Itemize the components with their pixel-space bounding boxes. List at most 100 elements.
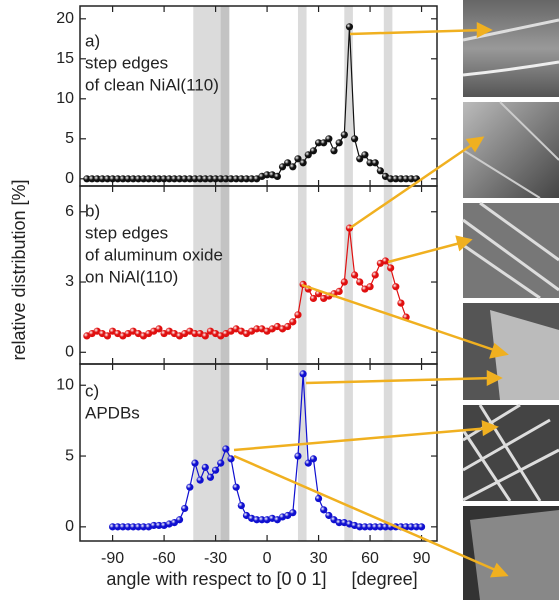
- data-point: [129, 523, 137, 531]
- panel-annotation: of clean NiAl(110): [85, 75, 219, 94]
- data-point: [124, 523, 132, 531]
- x-tick-label: -90: [101, 550, 124, 567]
- micrograph-feature: [470, 510, 559, 600]
- data-point: [191, 175, 199, 183]
- arrow: [233, 454, 501, 574]
- data-point: [392, 175, 400, 183]
- data-point: [366, 283, 374, 291]
- panel-annotation: of aluminum oxide: [85, 245, 223, 264]
- panel-annotation: step edges: [85, 53, 168, 72]
- data-point: [278, 163, 287, 171]
- data-point: [109, 523, 117, 531]
- shaded-range: [193, 6, 230, 186]
- data-point: [191, 459, 199, 467]
- data-point: [196, 175, 204, 183]
- data-point: [314, 494, 323, 503]
- data-point: [150, 175, 158, 183]
- arrowhead: [489, 342, 509, 359]
- x-tick-label: 30: [310, 550, 328, 567]
- data-point: [145, 175, 153, 183]
- data-point: [407, 523, 415, 531]
- panel-annotation: a): [85, 31, 100, 50]
- data-point: [119, 175, 127, 183]
- data-point: [129, 175, 137, 183]
- micrograph: [463, 102, 559, 198]
- arrow: [301, 283, 501, 354]
- data-point: [294, 311, 302, 319]
- data-point: [98, 175, 106, 183]
- data-point: [397, 175, 405, 183]
- data-point: [361, 523, 369, 531]
- panel: 0 3 6 b) step edges of aluminum oxide on NiAl(…: [65, 185, 438, 365]
- shaded-range: [193, 364, 230, 541]
- data-point: [201, 332, 209, 340]
- data-point: [237, 175, 245, 183]
- x-tick-label: 90: [413, 550, 431, 567]
- y-tick-label: 5: [65, 130, 74, 147]
- arrows: [233, 21, 509, 578]
- shaded-range: [297, 364, 307, 541]
- data-point: [340, 131, 348, 139]
- data-point: [248, 175, 256, 183]
- data-point: [217, 175, 225, 183]
- data-point: [351, 135, 359, 143]
- data-point: [186, 483, 194, 491]
- arrow: [305, 376, 495, 385]
- data-point: [345, 23, 354, 31]
- shaded-range: [297, 186, 307, 364]
- data-point: [201, 463, 209, 471]
- data-point: [381, 257, 390, 265]
- data-point: [304, 151, 312, 159]
- data-point: [402, 175, 410, 183]
- data-point: [289, 509, 297, 517]
- data-point: [88, 175, 96, 183]
- shaded-range: [383, 6, 393, 186]
- data-point: [299, 370, 307, 378]
- micrograph-feature: [462, 201, 559, 300]
- data-point: [83, 175, 91, 183]
- data-point: [206, 175, 215, 183]
- shaded-range: [220, 186, 230, 364]
- y-tick-label: 0: [65, 518, 74, 535]
- data-point: [93, 175, 101, 183]
- data-point: [165, 175, 173, 183]
- data-point: [407, 175, 415, 183]
- series-line: [112, 373, 422, 528]
- x-tick-label: 60: [361, 550, 379, 567]
- data-point: [309, 147, 318, 155]
- micrograph-feature: [490, 310, 559, 400]
- data-point: [320, 139, 328, 147]
- shaded-range: [220, 6, 230, 186]
- data-point: [160, 175, 168, 183]
- micrograph-feature: [462, 60, 559, 77]
- data-point: [356, 155, 364, 163]
- y-tick-label: 10: [56, 376, 74, 393]
- data-point: [402, 523, 410, 531]
- y-tick-label: 10: [56, 90, 74, 107]
- data-point: [103, 332, 112, 340]
- data-point: [139, 523, 148, 531]
- arrow: [349, 140, 477, 230]
- data-point: [381, 523, 390, 531]
- data-point: [263, 171, 271, 179]
- data-point: [139, 175, 148, 183]
- shaded-range: [344, 186, 353, 364]
- data-point: [124, 175, 132, 183]
- data-point: [150, 521, 158, 530]
- arrowhead: [476, 21, 493, 39]
- arrowhead: [486, 369, 503, 387]
- shaded-range: [383, 364, 393, 541]
- data-point: [361, 151, 369, 159]
- arrow: [233, 426, 491, 452]
- y-tick-label: 5: [65, 447, 74, 464]
- shaded-range: [297, 6, 307, 186]
- y-tick-label: 6: [65, 203, 74, 220]
- arrowhead: [465, 136, 485, 153]
- data-point: [325, 511, 333, 520]
- micrograph: [463, 203, 559, 298]
- data-point: [253, 516, 261, 524]
- data-point: [227, 175, 235, 183]
- panel-annotation: APDBs: [85, 403, 140, 422]
- data-point: [284, 322, 292, 331]
- data-point: [335, 518, 343, 527]
